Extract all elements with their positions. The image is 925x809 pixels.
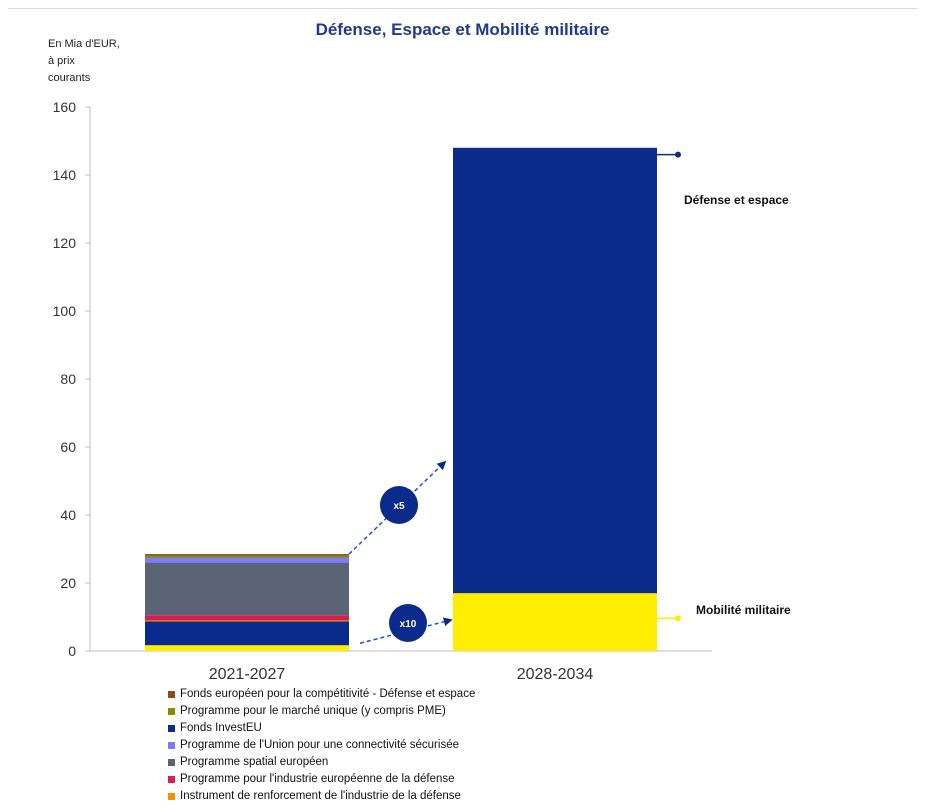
legend-swatch [168, 793, 175, 800]
legend-swatch [168, 759, 175, 766]
y-tick-label: 160 [53, 99, 77, 115]
legend-item: Fonds européen pour la compétitivité - D… [168, 686, 475, 703]
legend-swatch [168, 708, 175, 715]
legend-label: Programme spatial européen [180, 756, 329, 768]
side-label-dot [675, 615, 681, 622]
legend-label: Programme de l'Union pour une connectivi… [180, 739, 459, 751]
chart-title: Défense, Espace et Mobilité militaire [315, 20, 610, 39]
legend-item: Instrument de renforcement de l'industri… [168, 788, 475, 805]
bar-segment [145, 615, 349, 621]
growth-badge-label: x5 [393, 501, 405, 512]
y-tick-label: 100 [53, 303, 77, 319]
bar-segment [145, 554, 349, 556]
y-tick-label: 80 [60, 371, 76, 387]
legend-swatch [168, 742, 175, 749]
y-axis-unit-label: En Mia d'EUR, à prix courants [48, 36, 120, 87]
bar-segment [453, 147, 657, 594]
legend-swatch [168, 691, 175, 698]
top-divider [8, 8, 917, 9]
y-tick-label: 40 [60, 507, 76, 523]
legend-item: Programme de l'Union pour une connectivi… [168, 737, 475, 754]
side-label: Défense et espace [684, 193, 789, 207]
side-label-dot [675, 151, 681, 158]
growth-arrow [359, 617, 453, 644]
legend-label: Programme pour l'industrie européenne de… [180, 773, 455, 785]
x-tick-label: 2028-2034 [517, 666, 594, 683]
bar-segment [145, 645, 349, 651]
legend-label: Instrument de renforcement de l'industri… [180, 790, 461, 802]
growth-badge [389, 604, 427, 642]
bar-segment [453, 593, 657, 651]
y-tick-label: 60 [60, 439, 76, 455]
legend-item: Programme pour le marché unique (y compr… [168, 703, 475, 720]
y-tick-label: 120 [53, 235, 77, 251]
bar-segment [145, 620, 349, 622]
growth-badge [380, 486, 418, 524]
unit-line: à prix [48, 55, 75, 67]
y-tick-label: 140 [53, 167, 77, 183]
bar-segment [145, 557, 349, 563]
y-tick-label: 20 [60, 575, 76, 591]
legend-label: Programme pour le marché unique (y compr… [180, 705, 446, 717]
legend-label: Fonds européen pour la compétitivité - D… [180, 688, 476, 700]
legend-swatch [168, 776, 175, 783]
chart-legend: Fonds européen pour la compétitivité - D… [168, 686, 475, 805]
legend-swatch [168, 725, 175, 732]
legend-item: Programme pour l'industrie européenne de… [168, 771, 475, 788]
side-label: Mobilité militaire [696, 603, 791, 617]
legend-item: Fonds InvestEU [168, 720, 475, 737]
bar-segment [145, 621, 349, 646]
x-tick-label: 2021-2027 [209, 666, 286, 683]
unit-line: En Mia d'EUR, [48, 38, 120, 50]
unit-line: courants [48, 72, 91, 84]
bar-segment [145, 562, 349, 616]
bar-segment [145, 555, 349, 558]
y-tick-label: 0 [68, 643, 76, 659]
legend-item: Programme spatial européen [168, 754, 475, 771]
legend-label: Fonds InvestEU [180, 722, 262, 734]
growth-badge-label: x10 [400, 619, 417, 630]
